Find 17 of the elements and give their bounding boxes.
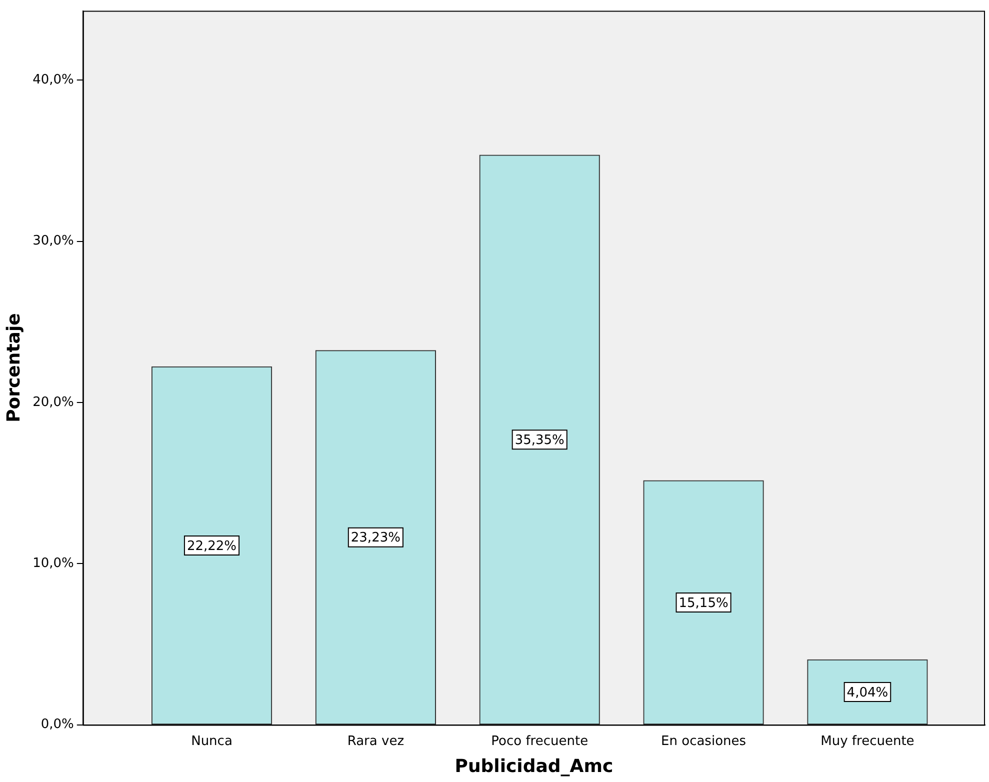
data-label: 15,15% (678, 596, 728, 611)
data-label: 23,23% (350, 530, 400, 546)
data-label: 35,35% (514, 433, 564, 448)
y-tick-label: 0,0% (40, 717, 74, 732)
x-tick-label: Nunca (191, 734, 232, 749)
y-tick-label: 10,0% (32, 556, 74, 571)
x-tick-label: Muy frecuente (820, 734, 914, 749)
y-tick-label: 20,0% (32, 394, 74, 410)
x-axis-title: Publicidad_Amc (454, 756, 614, 777)
y-axis-title: Porcentaje (3, 313, 24, 422)
y-tick-label: 40,0% (32, 72, 74, 88)
data-label: 4,04% (846, 685, 888, 700)
y-tick-label: 30,0% (32, 234, 74, 249)
data-label: 22,22% (186, 538, 237, 554)
x-tick-label: Rara vez (347, 734, 404, 749)
x-tick-label: En ocasiones (661, 734, 746, 749)
x-tick-label: Poco frecuente (491, 734, 588, 749)
